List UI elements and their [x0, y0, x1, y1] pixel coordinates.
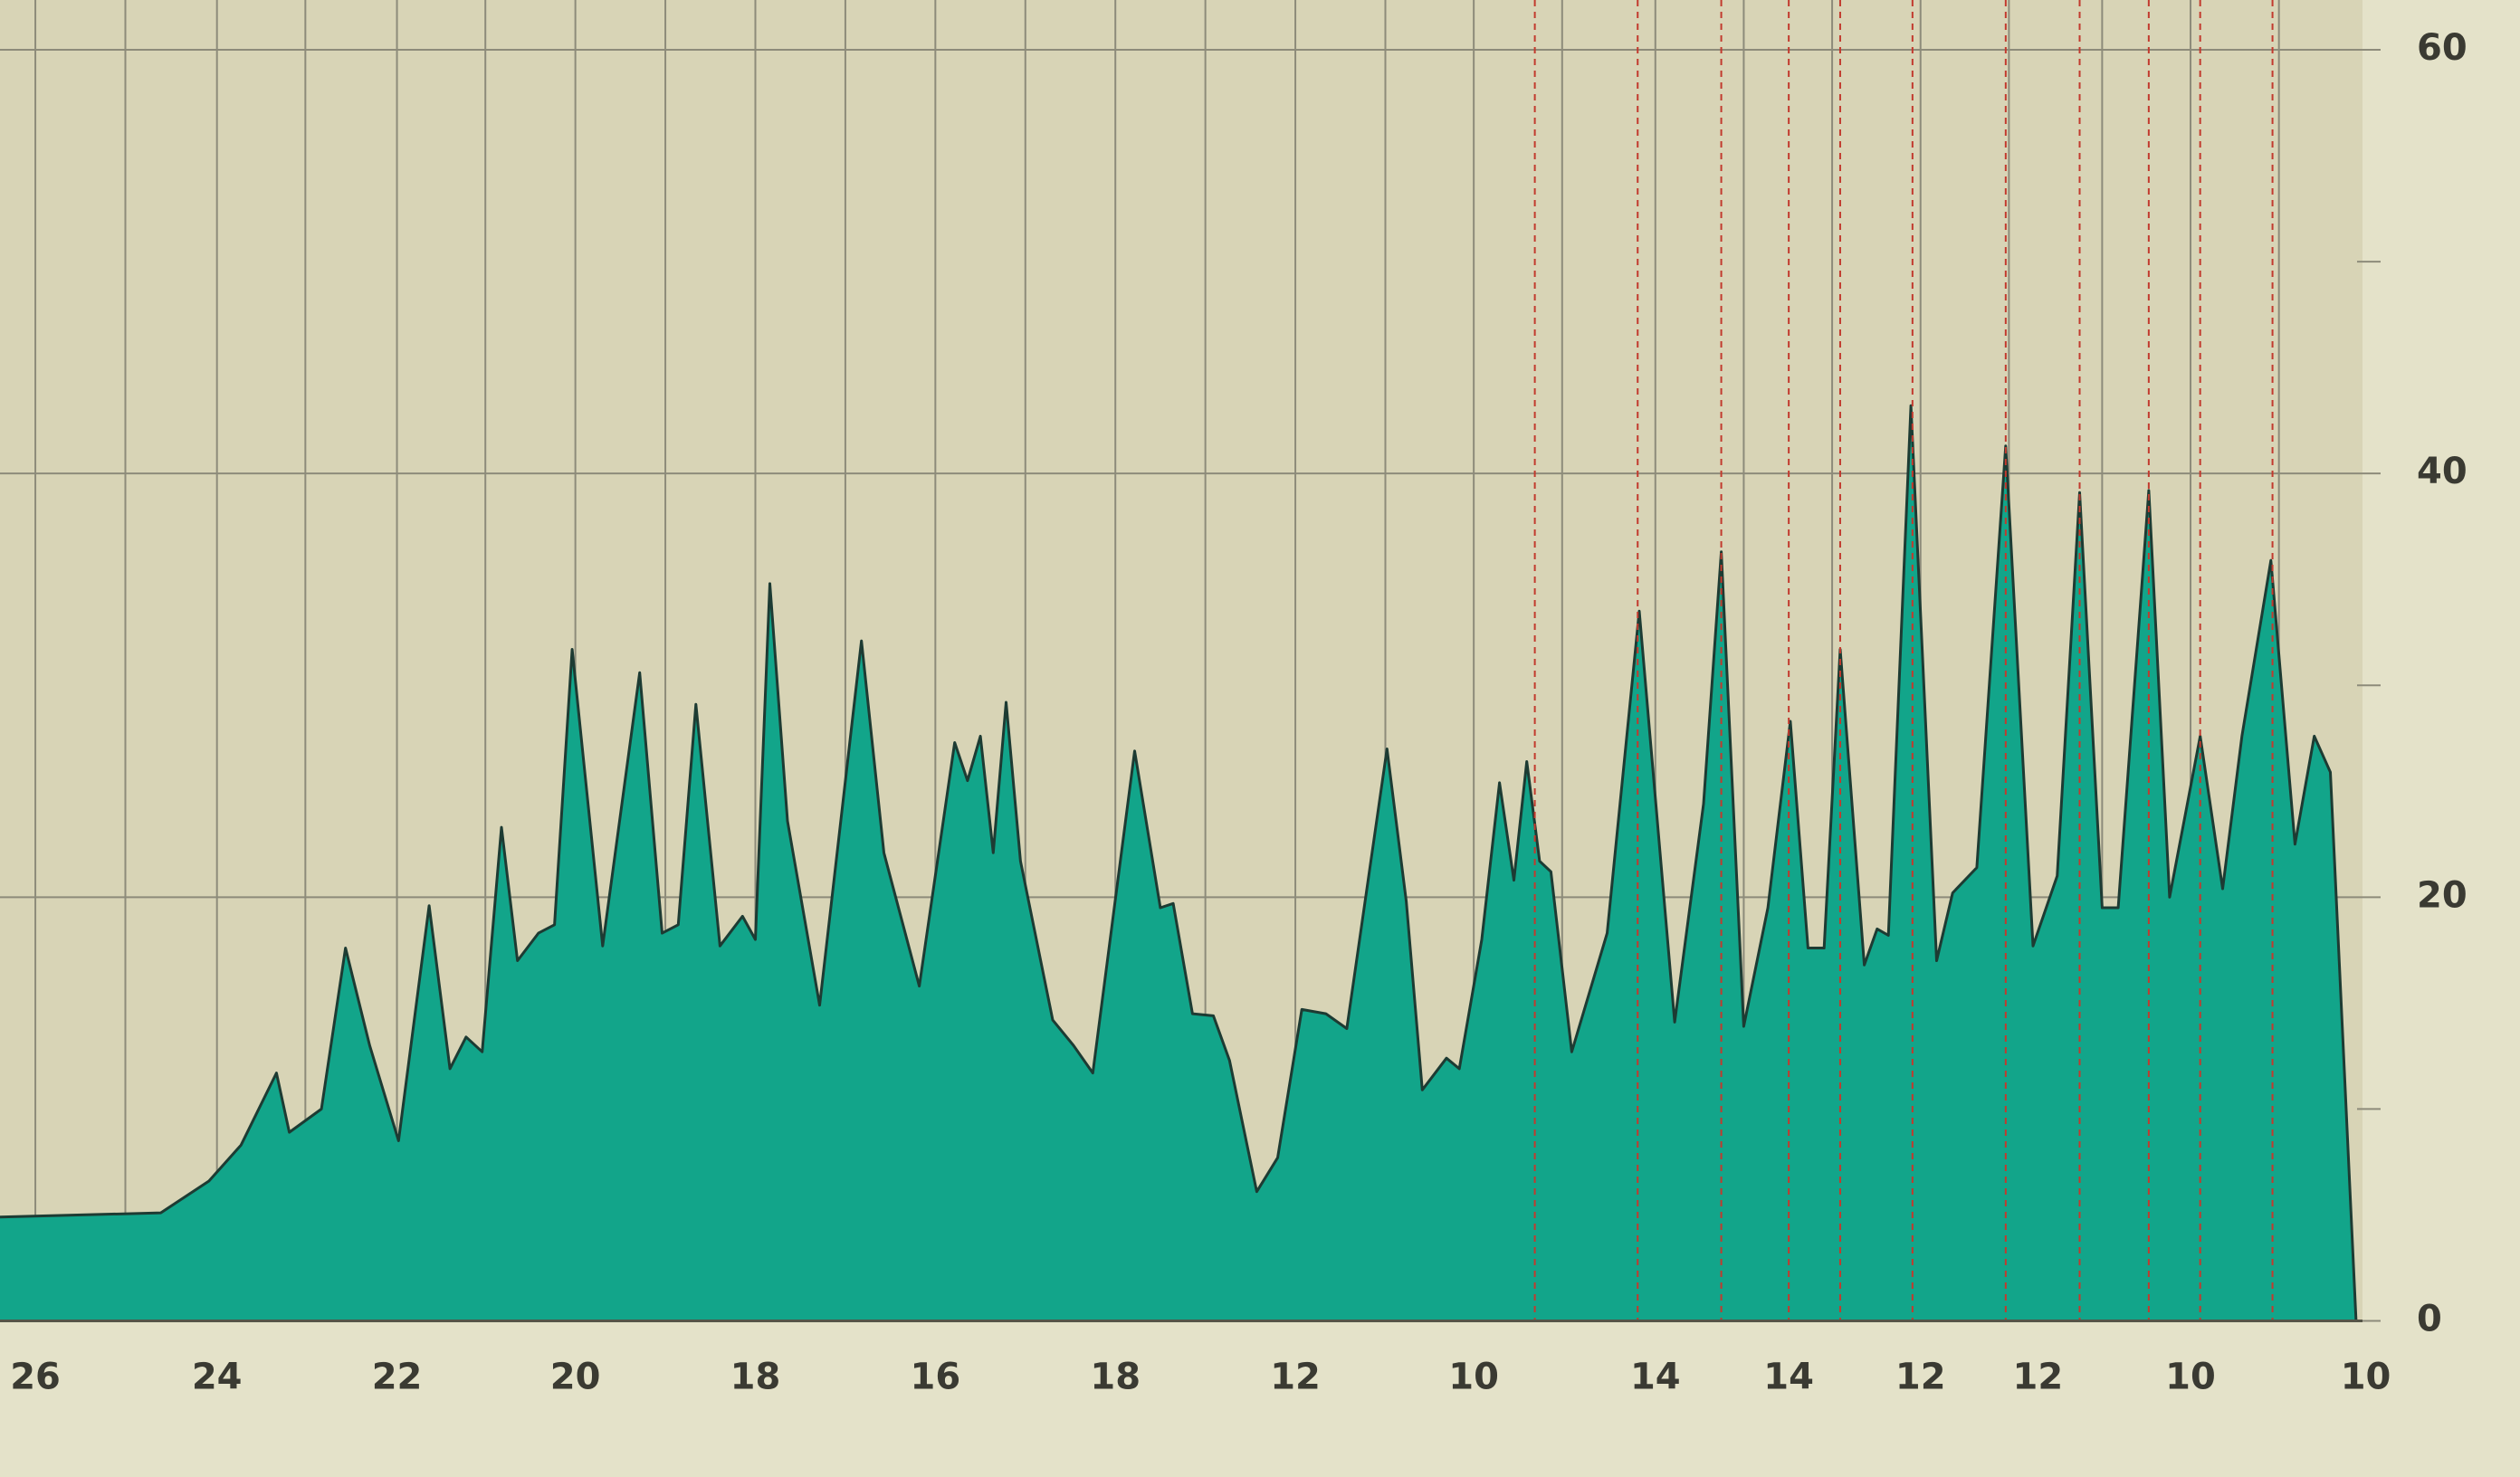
x-tick-label: 10	[2341, 1356, 2391, 1397]
area-outline	[0, 404, 2362, 1322]
x-tick-label: 12	[1270, 1356, 1321, 1397]
x-tick-label: 18	[1090, 1356, 1141, 1397]
x-tick-label: 10	[1448, 1356, 1499, 1397]
x-tick-label: 14	[1630, 1356, 1681, 1397]
y-tick-label: 60	[2417, 27, 2468, 69]
x-tick-label: 24	[192, 1356, 243, 1397]
x-tick-label: 18	[730, 1356, 781, 1397]
x-tick-label: 10	[2165, 1356, 2216, 1397]
y-tick-label: 0	[2417, 1298, 2442, 1339]
x-tick-label: 12	[1895, 1356, 1946, 1397]
y-tick-label: 40	[2417, 451, 2468, 492]
x-tick-label: 12	[2013, 1356, 2064, 1397]
x-tick-label: 20	[550, 1356, 601, 1397]
x-tick-label: 22	[372, 1356, 423, 1397]
area	[0, 405, 2362, 1321]
x-tick-label: 16	[911, 1356, 961, 1397]
x-tick-label: 14	[1763, 1356, 1814, 1397]
y-tick-label: 20	[2417, 874, 2468, 916]
x-tick-label: 26	[10, 1356, 61, 1397]
